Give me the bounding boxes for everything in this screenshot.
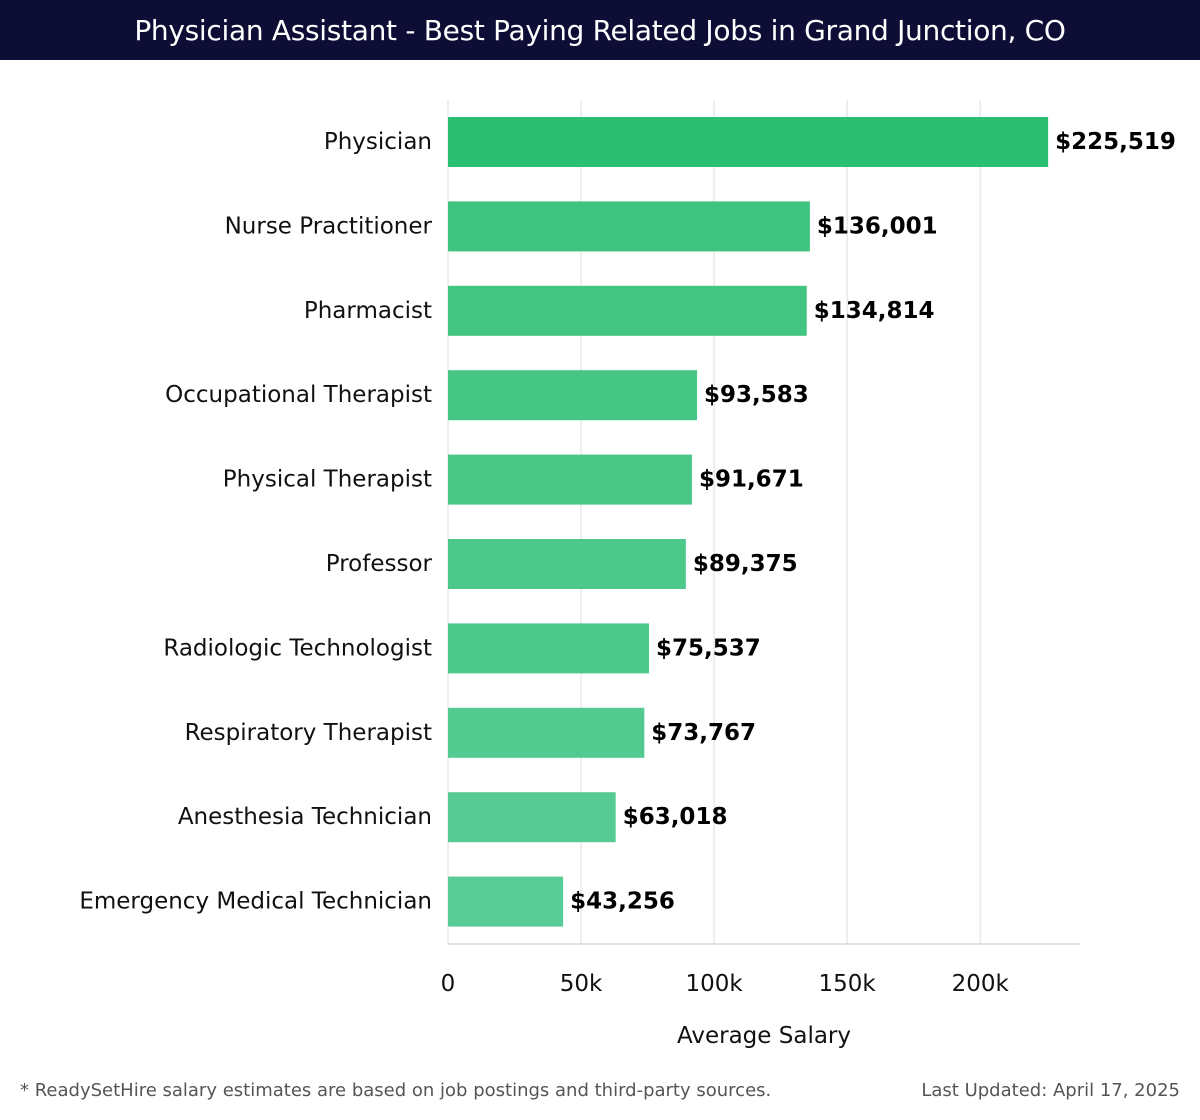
category-label-9: Emergency Medical Technician xyxy=(79,889,432,915)
chart-title: Physician Assistant - Best Paying Relate… xyxy=(134,13,1066,47)
label-layer: Physician $225,519 Nurse Practitioner $136,… xyxy=(79,129,1176,915)
bar-layer xyxy=(448,117,1049,927)
category-label-7: Respiratory Therapist xyxy=(185,720,432,746)
value-label-9: $43,256 xyxy=(570,889,675,915)
axis-layer: 0 50k 100k 150k 200k Average Salary xyxy=(441,943,1080,1049)
category-label-3: Occupational Therapist xyxy=(165,382,432,408)
bar-9 xyxy=(448,876,564,927)
category-label-4: Physical Therapist xyxy=(223,467,432,493)
x-axis-title: Average Salary xyxy=(677,1023,851,1049)
value-label-8: $63,018 xyxy=(623,804,728,830)
value-label-2: $134,814 xyxy=(814,298,935,324)
category-label-6: Radiologic Technologist xyxy=(163,635,432,661)
value-label-1: $136,001 xyxy=(817,213,938,239)
bar-4 xyxy=(448,454,692,505)
category-label-5: Professor xyxy=(326,551,433,577)
value-label-4: $91,671 xyxy=(699,467,804,493)
value-label-5: $89,375 xyxy=(693,551,798,577)
x-tick-label-1: 50k xyxy=(560,971,603,997)
category-label-0: Physician xyxy=(324,129,432,155)
bar-1 xyxy=(448,201,810,252)
bar-0 xyxy=(448,117,1049,167)
footer-updated: Last Updated: April 17, 2025 xyxy=(921,1080,1180,1101)
x-tick-label-4: 200k xyxy=(952,971,1010,997)
category-label-8: Anesthesia Technician xyxy=(178,804,432,830)
x-tick-label-3: 150k xyxy=(819,971,877,997)
category-label-1: Nurse Practitioner xyxy=(225,213,433,239)
value-label-6: $75,537 xyxy=(656,635,761,661)
bar-chart: Physician $225,519 Nurse Practitioner $136,… xyxy=(79,100,1176,1049)
bar-2 xyxy=(448,285,807,336)
value-label-7: $73,767 xyxy=(651,720,756,746)
bar-3 xyxy=(448,370,698,421)
bar-7 xyxy=(448,707,645,758)
bar-8 xyxy=(448,792,616,843)
chart-header: Physician Assistant - Best Paying Relate… xyxy=(0,0,1200,60)
x-tick-label-2: 100k xyxy=(685,971,743,997)
value-label-0: $225,519 xyxy=(1055,129,1176,155)
category-label-2: Pharmacist xyxy=(304,298,432,324)
bar-5 xyxy=(448,539,686,589)
bar-6 xyxy=(448,623,650,674)
footer-note: * ReadySetHire salary estimates are base… xyxy=(20,1080,772,1101)
x-tick-label-0: 0 xyxy=(441,971,456,997)
value-label-3: $93,583 xyxy=(704,382,809,408)
